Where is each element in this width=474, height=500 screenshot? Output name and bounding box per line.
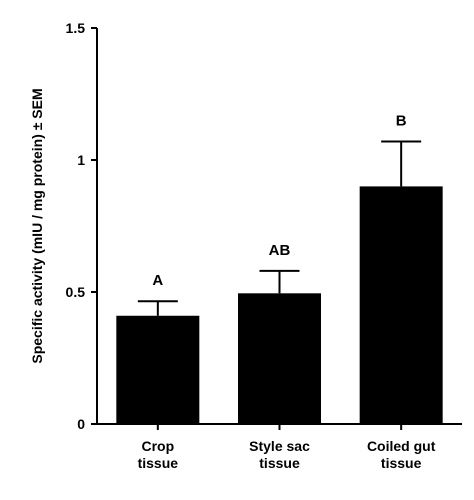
x-tick-label: tissue [381,455,422,471]
bar [238,293,321,424]
y-tick-label: 1 [77,152,85,168]
x-tick-label: Coiled gut [367,438,436,454]
y-axis-label: Specific activity (mIU / mg protein) ± S… [29,88,45,363]
x-tick-label: tissue [138,455,179,471]
y-tick-label: 1.5 [66,20,86,36]
bars [116,140,443,424]
significance-letter: B [396,113,407,130]
bar [116,315,200,424]
significance-letter: AB [269,242,291,259]
significance-letter: A [152,272,163,289]
x-tick-label: tissue [259,455,300,471]
y-tick-label: 0 [77,416,85,432]
y-tick-label: 0.5 [66,284,86,300]
x-tick-label: Crop [141,438,174,454]
bar [359,186,443,424]
x-tick-label: Style sac [249,438,310,454]
